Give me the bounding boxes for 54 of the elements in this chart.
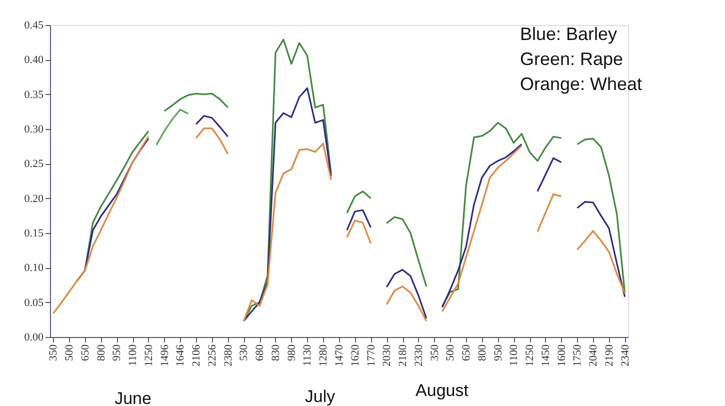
x-tick-label: 950 xyxy=(492,344,504,361)
x-tick-label: 1280 xyxy=(318,344,330,366)
x-tick-label: 1750 xyxy=(572,344,584,366)
x-tick-label: 1100 xyxy=(508,344,520,366)
text: August xyxy=(416,381,469,400)
y-tick-label: 0.45 xyxy=(24,20,44,32)
x-tick-label: 1496 xyxy=(158,344,171,366)
x-tick-label: 350 xyxy=(48,344,60,361)
x-tick-label: 2040 xyxy=(588,344,600,366)
y-tick-label: 0.40 xyxy=(24,54,44,66)
x-tick-label: 2190 xyxy=(603,344,616,366)
y-tick-label: 0.00 xyxy=(24,332,44,344)
x-tick-label: 2106 xyxy=(190,344,203,366)
x-tick-label: 2256 xyxy=(206,344,218,366)
x-tick-label: 2330 xyxy=(412,344,425,366)
x-tick-label: 350 xyxy=(428,344,441,361)
y-tick-label: 0.30 xyxy=(24,124,44,136)
x-tick-label: 500 xyxy=(444,344,457,361)
x-tick-label: 800 xyxy=(95,344,108,361)
y-tick-label: 0.35 xyxy=(24,88,44,101)
x-tick-label: 1646 xyxy=(174,344,187,366)
x-tick-label: 800 xyxy=(476,344,488,361)
x-tick-label: 650 xyxy=(79,344,92,361)
text: July xyxy=(304,387,336,406)
y-tick-label: 0.15 xyxy=(24,228,44,240)
x-tick-label: 1600 xyxy=(556,344,568,366)
x-tick-label: 1100 xyxy=(127,344,140,366)
x-tick-label: 530 xyxy=(238,344,250,361)
x-tick-label: 1770 xyxy=(365,344,378,366)
x-tick-label: 1450 xyxy=(540,344,552,366)
y-tick-label: 0.20 xyxy=(24,192,44,205)
x-tick-label: 500 xyxy=(64,344,76,361)
x-tick-label: 2180 xyxy=(397,344,410,366)
x-tick-label: 980 xyxy=(286,344,298,361)
x-tick-label: 2380 xyxy=(222,344,234,366)
x-tick-label: 950 xyxy=(111,344,124,361)
annotation: Orange: Wheat xyxy=(520,74,642,94)
x-tick-label: 650 xyxy=(460,344,473,361)
x-tick-label: 1250 xyxy=(524,344,536,366)
x-tick-label: 1470 xyxy=(334,344,346,366)
x-tick-label: 2030 xyxy=(381,344,394,366)
annotation: Blue: Barley xyxy=(520,24,618,44)
line-series xyxy=(156,108,189,146)
y-tick-label: 0.10 xyxy=(24,262,44,274)
x-tick-label: 830 xyxy=(270,344,282,361)
y-tick-label: 0.25 xyxy=(24,158,44,170)
annotation: Green: Rape xyxy=(520,49,624,69)
x-tick-label: 1620 xyxy=(349,344,362,366)
x-tick-label: 2340 xyxy=(619,344,632,366)
x-tick-label: 1130 xyxy=(302,344,314,366)
text: June xyxy=(114,389,152,406)
x-tick-label: 680 xyxy=(254,344,266,361)
x-tick-label: 1250 xyxy=(142,344,155,366)
y-tick-label: 0.05 xyxy=(24,296,44,309)
